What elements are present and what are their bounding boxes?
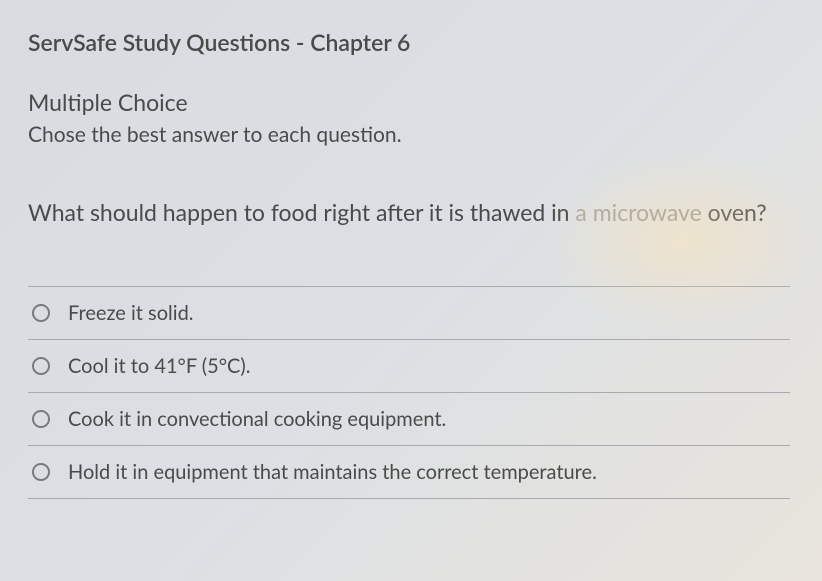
option-row[interactable]: Freeze it solid. (28, 287, 790, 340)
option-label: Cook it in convectional cooking equipmen… (68, 407, 446, 431)
radio-icon[interactable] (32, 410, 50, 428)
question-suffix: oven? (702, 198, 767, 226)
question-prefix: What should happen to food right after i… (28, 198, 575, 226)
radio-icon[interactable] (32, 304, 50, 322)
radio-icon[interactable] (32, 357, 50, 375)
option-row[interactable]: Hold it in equipment that maintains the … (28, 446, 790, 499)
options-list: Freeze it solid. Cool it to 41°F (5°C). … (28, 286, 790, 499)
page-title: ServSafe Study Questions - Chapter 6 (28, 28, 790, 56)
instructions-text: Chose the best answer to each question. (28, 122, 790, 147)
section-title: Multiple Choice (28, 88, 790, 116)
option-label: Cool it to 41°F (5°C). (68, 354, 250, 378)
option-label: Freeze it solid. (68, 301, 194, 325)
question-faded-part: a microwave (575, 198, 701, 226)
option-row[interactable]: Cool it to 41°F (5°C). (28, 340, 790, 393)
question-text: What should happen to food right after i… (28, 195, 790, 230)
radio-icon[interactable] (32, 463, 50, 481)
option-row[interactable]: Cook it in convectional cooking equipmen… (28, 393, 790, 446)
option-label: Hold it in equipment that maintains the … (68, 460, 597, 484)
